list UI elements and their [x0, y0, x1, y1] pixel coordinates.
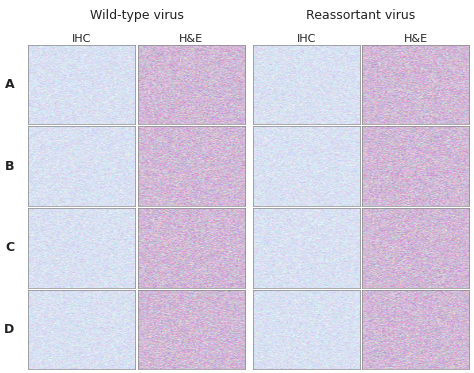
Text: C: C [5, 241, 14, 254]
Text: Reassortant virus: Reassortant virus [307, 9, 416, 22]
Text: IHC: IHC [72, 34, 91, 44]
Text: H&E: H&E [404, 34, 428, 44]
Text: IHC: IHC [297, 34, 316, 44]
Text: D: D [4, 323, 15, 336]
Text: B: B [5, 160, 14, 173]
Text: H&E: H&E [179, 34, 203, 44]
Text: A: A [5, 78, 14, 91]
Text: Wild-type virus: Wild-type virus [90, 9, 183, 22]
